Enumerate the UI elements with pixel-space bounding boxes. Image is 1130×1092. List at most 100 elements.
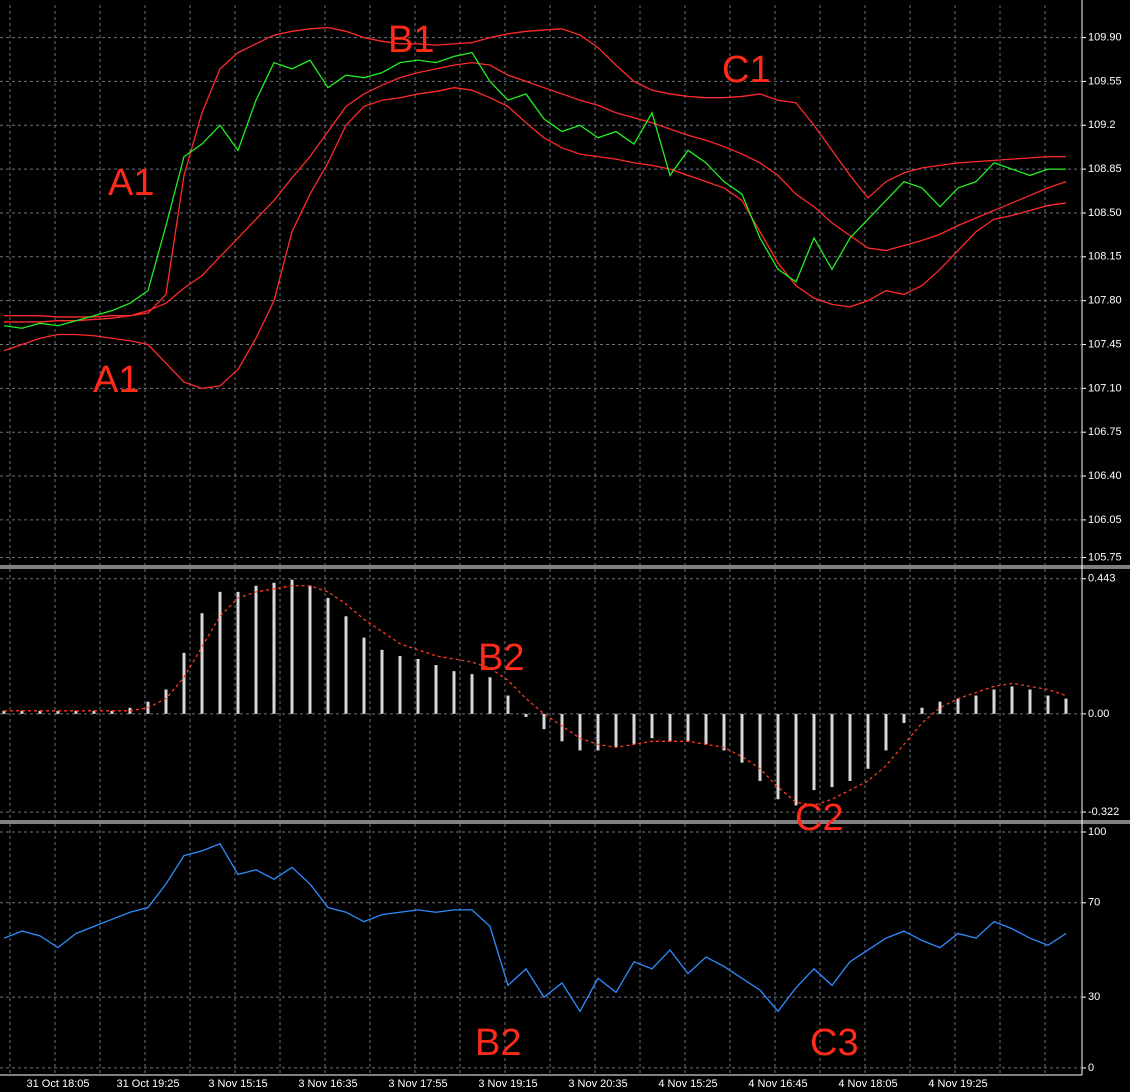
histogram-bar — [722, 713, 726, 751]
histogram-bar — [704, 713, 708, 745]
histogram-bar — [992, 689, 996, 714]
y-tick-label: 70 — [1088, 897, 1100, 909]
histogram-bar — [1028, 689, 1032, 714]
histogram-bar — [308, 585, 312, 714]
histogram-bar — [92, 710, 96, 714]
histogram-bar — [1064, 698, 1068, 714]
histogram-bar — [1046, 695, 1050, 714]
histogram-bar — [938, 701, 942, 714]
histogram-bar — [758, 713, 762, 781]
histogram-bar — [56, 710, 60, 714]
histogram-bar — [1010, 686, 1014, 714]
histogram-bar — [812, 713, 816, 791]
histogram-bar — [2, 710, 6, 714]
histogram-bar — [38, 710, 42, 714]
histogram-bar — [596, 713, 600, 751]
y-tick-label: 100 — [1088, 826, 1106, 838]
histogram-bar — [866, 713, 870, 769]
annotation: B2 — [475, 1022, 521, 1064]
y-tick-label: 107.80 — [1088, 295, 1122, 307]
histogram-bar — [974, 695, 978, 714]
y-tick-label: 108.15 — [1088, 251, 1122, 263]
histogram-bar — [74, 710, 78, 714]
histogram-bar — [794, 713, 798, 806]
histogram-bar — [470, 674, 474, 714]
histogram-bar — [740, 713, 744, 763]
histogram-bar — [290, 579, 294, 714]
histogram-bar — [686, 713, 690, 742]
annotation: B1 — [388, 19, 434, 61]
y-tick-label: 105.75 — [1088, 551, 1122, 563]
histogram-bar — [848, 713, 852, 781]
histogram-bar — [884, 713, 888, 751]
x-tick-label: 31 Oct 19:25 — [117, 1078, 180, 1090]
histogram-bar — [362, 637, 366, 714]
histogram-bar — [542, 713, 546, 730]
x-tick-label: 3 Nov 15:15 — [208, 1078, 267, 1090]
annotation: C2 — [795, 797, 844, 839]
series-line — [3, 87, 1067, 390]
series-line — [3, 843, 1067, 1013]
y-tick-label: 108.50 — [1088, 207, 1122, 219]
histogram-bar — [326, 597, 330, 714]
x-tick-label: 4 Nov 18:05 — [838, 1078, 897, 1090]
series-line — [4, 585, 1067, 807]
histogram-bar — [920, 707, 924, 714]
histogram-bar — [776, 713, 780, 800]
series-line — [4, 61, 1067, 323]
histogram-bar — [560, 713, 564, 742]
histogram-bar — [398, 655, 402, 714]
series-line — [3, 51, 1066, 329]
y-tick-label: 109.2 — [1088, 119, 1116, 131]
y-tick-label: 30 — [1088, 991, 1100, 1003]
histogram-bar — [650, 713, 654, 739]
annotation: C3 — [810, 1022, 859, 1064]
histogram-bar — [164, 689, 168, 714]
y-tick-label: 108.85 — [1088, 163, 1122, 175]
histogram-bar — [632, 713, 636, 745]
histogram-bar — [614, 713, 618, 748]
histogram-bar — [182, 652, 186, 714]
histogram-bar — [272, 582, 276, 714]
histogram-bar — [578, 713, 582, 751]
histogram-bar — [902, 713, 906, 724]
x-tick-label: 3 Nov 16:35 — [298, 1078, 357, 1090]
histogram-bar — [524, 713, 528, 717]
annotation: B2 — [478, 637, 524, 679]
histogram-bar — [506, 695, 510, 714]
histogram-bar — [236, 591, 240, 714]
annotation: C1 — [722, 49, 771, 91]
y-tick-label: -0.322 — [1088, 806, 1119, 818]
x-tick-label: 3 Nov 20:35 — [568, 1078, 627, 1090]
y-tick-label: 107.45 — [1088, 338, 1122, 350]
histogram-bar — [956, 698, 960, 714]
histogram-bar — [344, 616, 348, 714]
histogram-bar — [434, 665, 438, 714]
histogram-bar — [452, 671, 456, 714]
histogram-bar — [254, 585, 258, 714]
series-line — [4, 26, 1066, 318]
y-tick-label: 106.75 — [1088, 426, 1122, 438]
y-tick-label: 0.00 — [1088, 708, 1109, 720]
histogram-bar — [830, 713, 834, 788]
histogram-bar — [218, 591, 222, 714]
y-tick-label: 109.90 — [1088, 31, 1122, 43]
histogram-bar — [20, 710, 24, 714]
annotation: A1 — [93, 359, 139, 401]
histogram-bar — [110, 710, 114, 714]
annotation: A1 — [108, 162, 154, 204]
histogram-bar — [380, 649, 384, 714]
y-tick-label: 109.55 — [1088, 75, 1122, 87]
histogram-bar — [416, 658, 420, 714]
x-tick-label: 4 Nov 15:25 — [658, 1078, 717, 1090]
x-tick-label: 31 Oct 18:05 — [27, 1078, 90, 1090]
y-tick-label: 0.443 — [1088, 573, 1116, 585]
x-tick-label: 4 Nov 19:25 — [928, 1078, 987, 1090]
y-tick-label: 106.40 — [1088, 470, 1122, 482]
y-tick-label: 107.10 — [1088, 382, 1122, 394]
x-tick-label: 3 Nov 17:55 — [388, 1078, 447, 1090]
y-tick-label: 106.05 — [1088, 514, 1122, 526]
histogram-bar — [668, 713, 672, 742]
